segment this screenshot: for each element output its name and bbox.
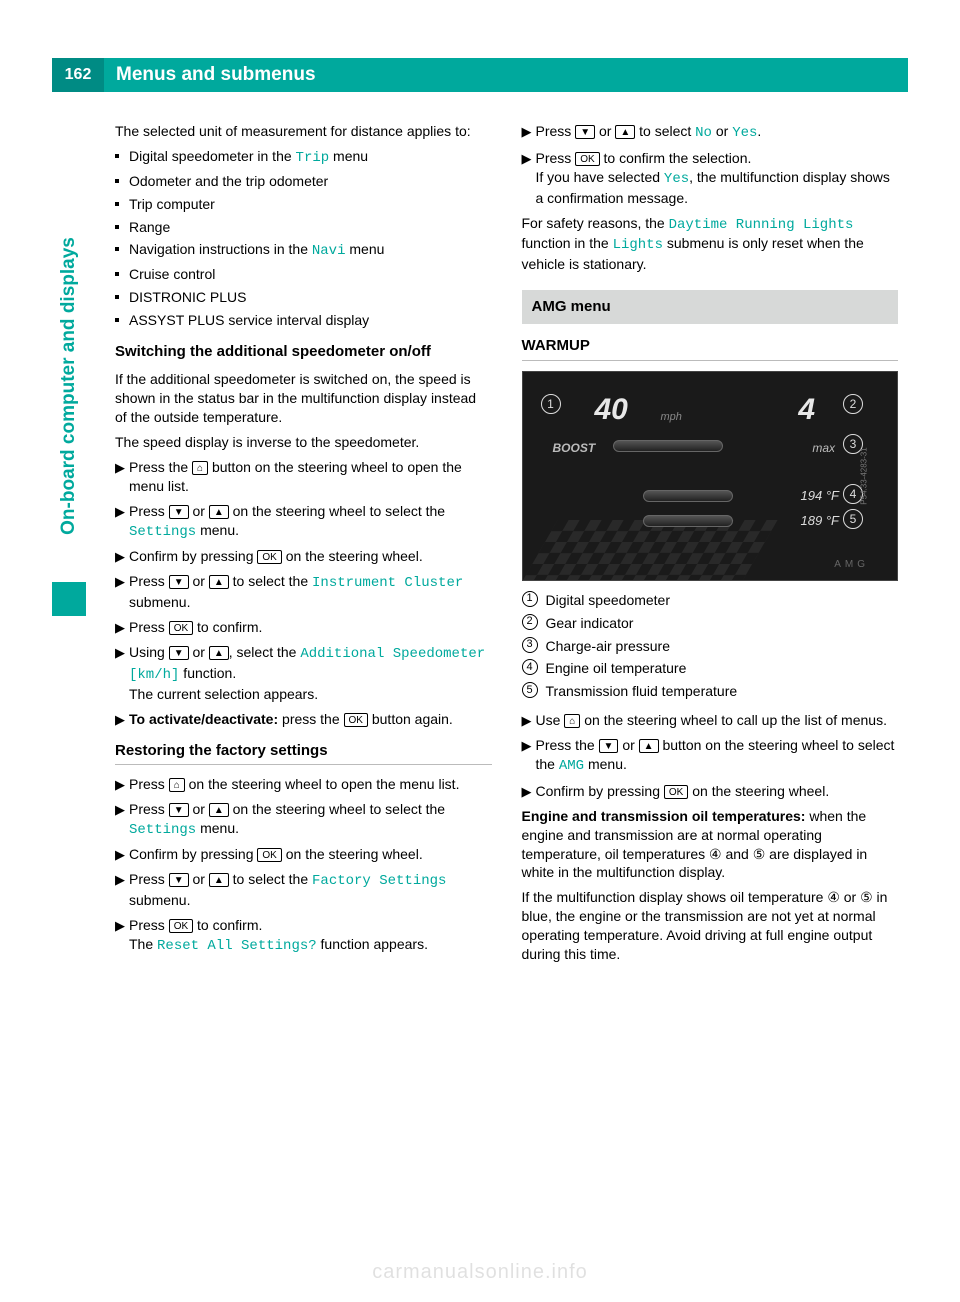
- down-button-icon: ▼: [169, 803, 189, 817]
- up-button-icon: ▲: [209, 873, 229, 887]
- list-item: Trip computer: [115, 195, 492, 214]
- list-item: DISTRONIC PLUS: [115, 288, 492, 307]
- step: ▶Press ⌂ on the steering wheel to open t…: [115, 775, 492, 794]
- legend-item: 5Transmission fluid temperature: [522, 682, 899, 701]
- down-button-icon: ▼: [169, 646, 189, 660]
- boost-label: BOOST: [553, 440, 596, 456]
- side-tab-marker: [52, 582, 86, 616]
- callout-2-icon: 2: [843, 394, 863, 414]
- temp-1: 194 °F: [801, 487, 839, 505]
- list-item: Navigation instructions in the Navi menu: [115, 240, 492, 261]
- ok-button-icon: OK: [257, 550, 281, 564]
- step: ▶Press ▼ or ▲ on the steering wheel to s…: [115, 502, 492, 542]
- step: ▶Confirm by pressing OK on the steering …: [522, 782, 899, 801]
- list-item: Cruise control: [115, 265, 492, 284]
- up-button-icon: ▲: [209, 646, 229, 660]
- display-speed: 40: [595, 390, 628, 431]
- amg-logo: AMG: [834, 558, 869, 572]
- ok-button-icon: OK: [169, 621, 193, 635]
- side-tab: On-board computer and displays: [52, 156, 86, 616]
- section-heading: AMG menu: [522, 290, 899, 324]
- down-button-icon: ▼: [575, 125, 595, 139]
- subheading: WARMUP: [522, 336, 899, 360]
- ok-button-icon: OK: [575, 152, 599, 166]
- temp-2: 189 °F: [801, 512, 839, 530]
- home-button-icon: ⌂: [192, 461, 208, 475]
- step: ▶Press ▼ or ▲ on the steering wheel to s…: [115, 800, 492, 840]
- list-item: Digital speedometer in the Trip menu: [115, 147, 492, 168]
- body-text: If the additional speedometer is switche…: [115, 370, 492, 427]
- list-item: ASSYST PLUS service interval display: [115, 311, 492, 330]
- intro-text: The selected unit of measurement for dis…: [115, 122, 492, 141]
- body-text: For safety reasons, the Daytime Running …: [522, 214, 899, 275]
- step: ▶Press OK to confirm.: [115, 618, 492, 637]
- home-button-icon: ⌂: [564, 714, 580, 728]
- step: ▶Press OK to confirm.The Reset All Setti…: [115, 916, 492, 956]
- up-button-icon: ▲: [209, 505, 229, 519]
- step: ▶Press ▼ or ▲ to select the Factory Sett…: [115, 870, 492, 910]
- legend-item: 2Gear indicator: [522, 614, 899, 633]
- warmup-display-figure: 1 40 mph 4 2 BOOST max 3 194 °F 4 189 °F…: [522, 371, 899, 581]
- down-button-icon: ▼: [169, 575, 189, 589]
- up-button-icon: ▲: [615, 125, 635, 139]
- ok-button-icon: OK: [664, 785, 688, 799]
- up-button-icon: ▲: [209, 803, 229, 817]
- step: ▶Confirm by pressing OK on the steering …: [115, 547, 492, 566]
- step: ▶To activate/deactivate: press the OK bu…: [115, 710, 492, 729]
- step: ▶Press the ▼ or ▲ button on the steering…: [522, 736, 899, 776]
- list-item: Range: [115, 218, 492, 237]
- body-text: Engine and transmission oil temperatures…: [522, 807, 899, 883]
- subheading: Restoring the factory settings: [115, 741, 492, 765]
- legend-item: 1Digital speedometer: [522, 591, 899, 610]
- page-title: Menus and submenus: [116, 64, 316, 86]
- bullet-list: Digital speedometer in the Trip menu Odo…: [115, 147, 492, 330]
- ok-button-icon: OK: [257, 848, 281, 862]
- subheading: Switching the additional speedometer on/…: [115, 342, 492, 362]
- down-button-icon: ▼: [169, 505, 189, 519]
- step: ▶Press the ⌂ button on the steering whee…: [115, 458, 492, 496]
- step: ▶Press ▼ or ▲ to select the Instrument C…: [115, 572, 492, 612]
- body-text: If the multifunction display shows oil t…: [522, 888, 899, 964]
- figure-code: P54.33-4283-31: [859, 447, 870, 504]
- body-text: The speed display is inverse to the spee…: [115, 433, 492, 452]
- callout-5-icon: 5: [843, 509, 863, 529]
- down-button-icon: ▼: [599, 739, 619, 753]
- down-button-icon: ▼: [169, 873, 189, 887]
- home-button-icon: ⌂: [169, 778, 185, 792]
- ok-button-icon: OK: [169, 919, 193, 933]
- page-number: 162: [52, 58, 104, 92]
- up-button-icon: ▲: [209, 575, 229, 589]
- legend: 1Digital speedometer 2Gear indicator 3Ch…: [522, 591, 899, 701]
- display-gear: 4: [798, 390, 815, 431]
- display-speed-unit: mph: [661, 410, 682, 425]
- page-header: 162 Menus and submenus: [52, 58, 908, 92]
- legend-item: 3Charge-air pressure: [522, 637, 899, 656]
- side-tab-label: On-board computer and displays: [58, 237, 80, 535]
- step: ▶Press ▼ or ▲ to select No or Yes.: [522, 122, 899, 143]
- content: The selected unit of measurement for dis…: [115, 122, 898, 1242]
- step: ▶Use ⌂ on the steering wheel to call up …: [522, 711, 899, 730]
- step: ▶Press OK to confirm the selection.If yo…: [522, 149, 899, 208]
- step: ▶Using ▼ or ▲, select the Additional Spe…: [115, 643, 492, 704]
- legend-item: 4Engine oil temperature: [522, 659, 899, 678]
- up-button-icon: ▲: [639, 739, 659, 753]
- watermark: carmanualsonline.info: [372, 1261, 588, 1284]
- list-item: Odometer and the trip odometer: [115, 172, 492, 191]
- callout-1-icon: 1: [541, 394, 561, 414]
- ok-button-icon: OK: [344, 713, 368, 727]
- max-label: max: [812, 440, 835, 456]
- step: ▶Confirm by pressing OK on the steering …: [115, 845, 492, 864]
